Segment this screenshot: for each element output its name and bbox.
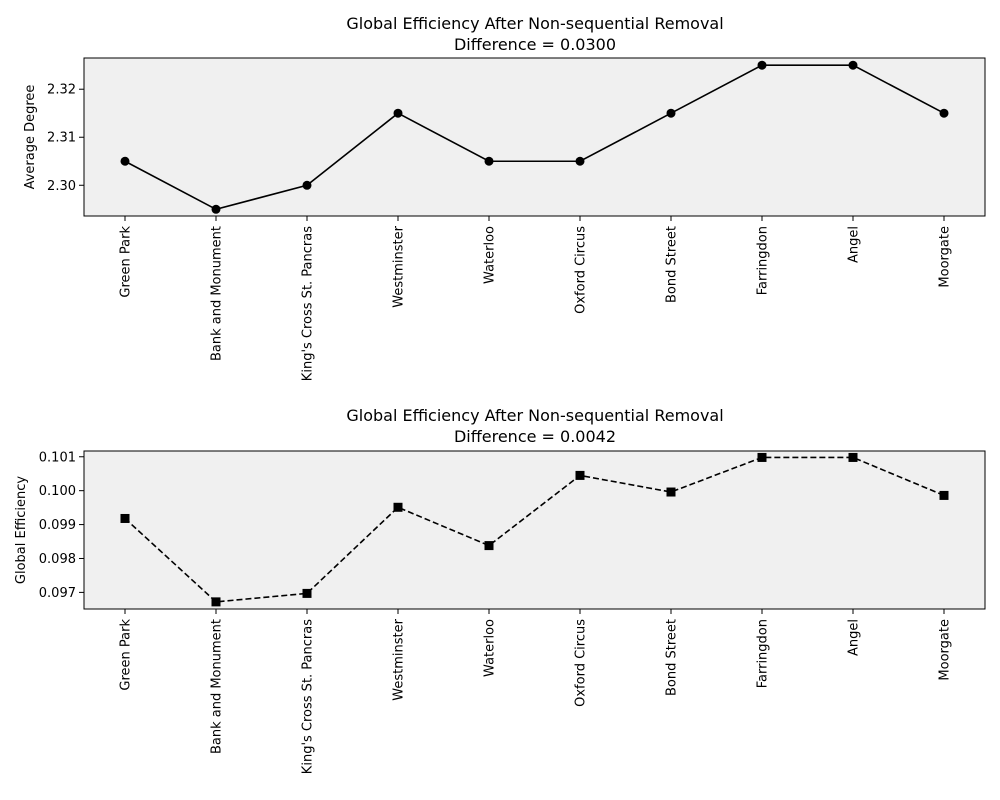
x-tick-label: Westminster — [392, 225, 407, 307]
data-point — [484, 156, 494, 166]
chart-subtitle: Difference = 0.0042 — [454, 427, 616, 446]
y-tick-label: 0.100 — [39, 484, 76, 499]
data-point — [393, 502, 403, 512]
data-point — [302, 180, 312, 190]
y-tick-label: 2.30 — [47, 179, 76, 194]
y-tick-label: 0.099 — [39, 518, 76, 533]
x-tick-label: King's Cross St. Pancras — [301, 619, 316, 774]
data-point — [211, 204, 221, 214]
data-point — [302, 588, 312, 598]
data-point — [757, 60, 767, 70]
x-tick-label: Waterloo — [483, 619, 498, 677]
data-point — [120, 156, 130, 166]
data-point — [211, 597, 221, 607]
x-tick-label: Bank and Monument — [210, 226, 225, 361]
y-tick-label: 0.101 — [39, 450, 76, 465]
x-tick-label: Moorgate — [938, 226, 953, 288]
x-tick-label: Angel — [847, 226, 862, 263]
data-point — [575, 156, 585, 166]
data-point — [666, 108, 676, 118]
x-tick-label: Farringdon — [756, 619, 771, 688]
y-tick-label: 0.097 — [39, 586, 76, 601]
x-tick-label: Bank and Monument — [210, 619, 225, 754]
data-point — [484, 541, 494, 551]
chart-marks: 2.30 2.31 2.32 Green Park Bank and Monument K… — [47, 60, 953, 381]
x-tick-label: Angel — [847, 619, 862, 656]
data-point — [666, 487, 676, 497]
x-tick-label: King's Cross St. Pancras — [301, 226, 316, 381]
y-axis-label: Average Degree — [23, 85, 38, 190]
data-point — [939, 490, 949, 500]
y-tick-label: 2.32 — [47, 83, 76, 98]
plot-area — [83, 450, 986, 610]
x-tick-label: Waterloo — [483, 226, 498, 284]
x-tick-label: Oxford Circus — [574, 226, 589, 314]
series-line — [124, 64, 945, 211]
chart-title: Global Efficiency After Non-sequential R… — [346, 14, 723, 33]
y-axis-label: Global Efficiency — [14, 476, 29, 585]
series-line — [124, 456, 945, 603]
data-point — [757, 452, 767, 462]
chart-marks: 0.097 0.098 0.099 0.100 0.101 Green Park Bank … — [39, 450, 953, 774]
data-point — [120, 513, 130, 523]
x-tick-label: Westminster — [392, 618, 407, 700]
x-tick-label: Moorgate — [938, 619, 953, 681]
chart-title: Global Efficiency After Non-sequential R… — [346, 406, 723, 425]
x-tick-label: Oxford Circus — [574, 619, 589, 707]
x-tick-label: Farringdon — [756, 226, 771, 295]
data-point — [848, 60, 858, 70]
x-tick-label: Bond Street — [665, 226, 680, 303]
y-tick-label: 2.31 — [47, 131, 76, 146]
chart-average-degree: Global Efficiency After Non-sequential R… — [23, 14, 986, 381]
chart-subtitle: Difference = 0.0300 — [454, 35, 616, 54]
x-tick-label: Green Park — [119, 619, 134, 691]
x-tick-label: Bond Street — [665, 619, 680, 696]
y-tick-label: 0.098 — [39, 552, 76, 567]
data-point — [393, 108, 403, 118]
chart-global-efficiency: Global Efficiency After Non-sequential R… — [14, 406, 986, 774]
x-tick-label: Green Park — [119, 226, 134, 298]
data-point — [939, 108, 949, 118]
data-point — [575, 470, 585, 480]
plot-area — [83, 57, 986, 217]
data-point — [848, 452, 858, 462]
